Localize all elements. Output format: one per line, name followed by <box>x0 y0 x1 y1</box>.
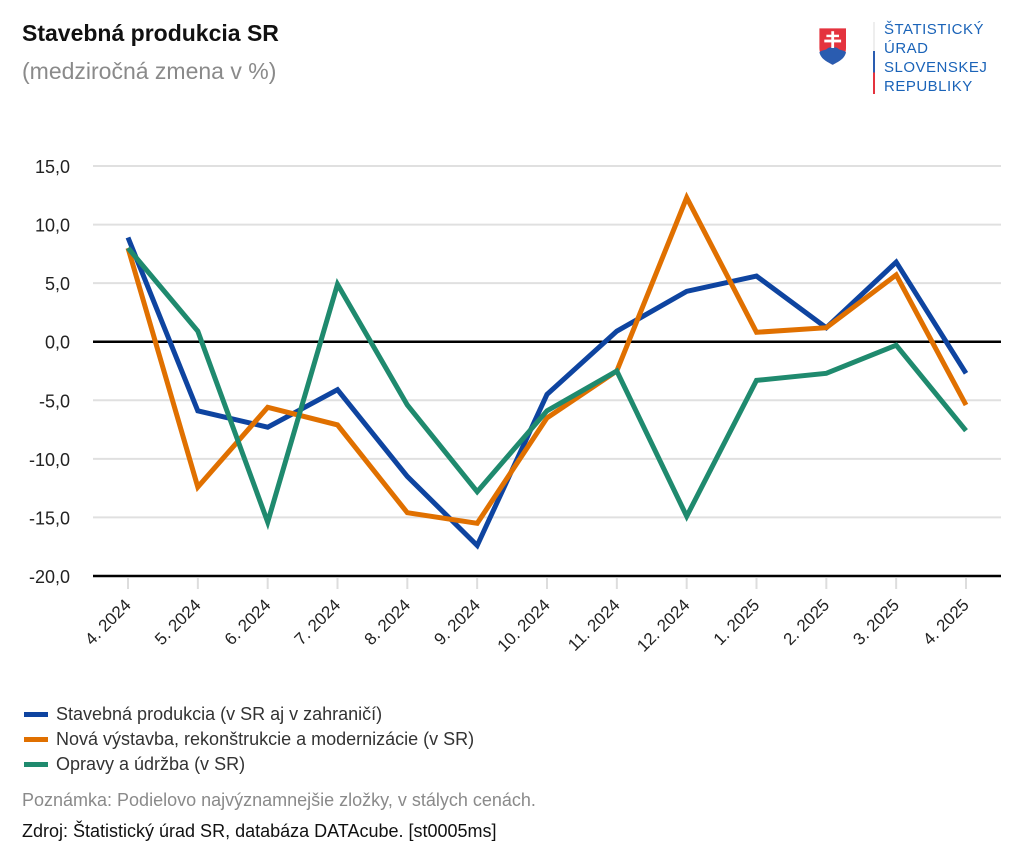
series-line-3[interactable] <box>126 246 968 531</box>
y-tick-label: -20,0 <box>29 567 70 587</box>
x-tick-label: 7. 2024 <box>291 595 345 649</box>
x-tick-label: 6. 2024 <box>221 595 275 649</box>
x-tick-label: 12. 2024 <box>633 595 693 655</box>
legend-item[interactable]: Opravy a údržba (v SR) <box>24 752 474 777</box>
y-tick-label: 0,0 <box>45 333 70 353</box>
x-axis-ticks: 4. 2024 5. 2024 6. 2024 7. 2024 8. 2024 9. 20… <box>81 578 973 656</box>
series-line-2[interactable] <box>125 191 969 527</box>
legend: Stavebná produkcia (v SR aj v zahraničí)… <box>24 702 474 777</box>
source-note: Zdroj: Štatistický úrad SR, databáza DAT… <box>22 821 497 841</box>
legend-swatch <box>24 737 48 742</box>
y-tick-label: 10,0 <box>35 216 70 236</box>
logo-divider <box>873 22 875 94</box>
logo-line: ÚRAD <box>884 40 929 57</box>
y-axis-ticks: 15,0 10,0 5,0 0,0 -5,0 -10,0 -15,0 -20,0 <box>29 157 70 587</box>
x-tick-label: 9. 2024 <box>430 595 484 649</box>
x-tick-label: 4. 2024 <box>81 595 135 649</box>
chart-title: Stavebná produkcia SR <box>22 20 279 46</box>
y-tick-label: -15,0 <box>29 508 70 528</box>
logo-line: ŠTATISTICKÝ <box>884 21 984 38</box>
x-tick-label: 5. 2024 <box>151 595 205 649</box>
logo-line: SLOVENSKEJ <box>884 59 988 76</box>
logo-line: REPUBLIKY <box>884 78 973 95</box>
footnote: Poznámka: Podielovo najvýznamnejšie zlož… <box>22 790 536 810</box>
y-tick-label: -5,0 <box>39 391 70 411</box>
legend-swatch <box>24 762 48 767</box>
chart-subtitle: (medziročná zmena v %) <box>22 58 277 84</box>
x-tick-label: 1. 2025 <box>710 595 764 649</box>
legend-label: Nová výstavba, rekonštrukcie a modernizá… <box>56 729 475 749</box>
gridlines <box>93 165 1001 578</box>
series-lines <box>125 191 969 550</box>
y-tick-label: 5,0 <box>45 274 70 294</box>
line-chart: 15,0 10,0 5,0 0,0 -5,0 -10,0 -15,0 -20,0 4. 202… <box>29 157 1001 656</box>
y-tick-label: -10,0 <box>29 450 70 470</box>
x-tick-label: 4. 2025 <box>919 595 973 649</box>
y-tick-label: 15,0 <box>35 157 70 177</box>
legend-label: Opravy a údržba (v SR) <box>56 754 246 774</box>
x-tick-label: 3. 2025 <box>849 595 903 649</box>
legend-item[interactable]: Nová výstavba, rekonštrukcie a modernizá… <box>24 727 474 752</box>
logo-text: ŠTATISTICKÝ ÚRAD SLOVENSKEJ REPUBLIKY <box>884 20 987 96</box>
x-tick-label: 10. 2024 <box>494 595 554 655</box>
legend-label: Stavebná produkcia (v SR aj v zahraničí) <box>56 704 383 724</box>
x-tick-label: 8. 2024 <box>361 595 415 649</box>
legend-swatch <box>24 712 48 717</box>
legend-item[interactable]: Stavebná produkcia (v SR aj v zahraničí) <box>24 702 474 727</box>
x-tick-label: 11. 2024 <box>564 595 623 654</box>
slovak-coat-of-arms-icon <box>819 28 846 65</box>
x-tick-label: 2. 2025 <box>780 595 834 649</box>
